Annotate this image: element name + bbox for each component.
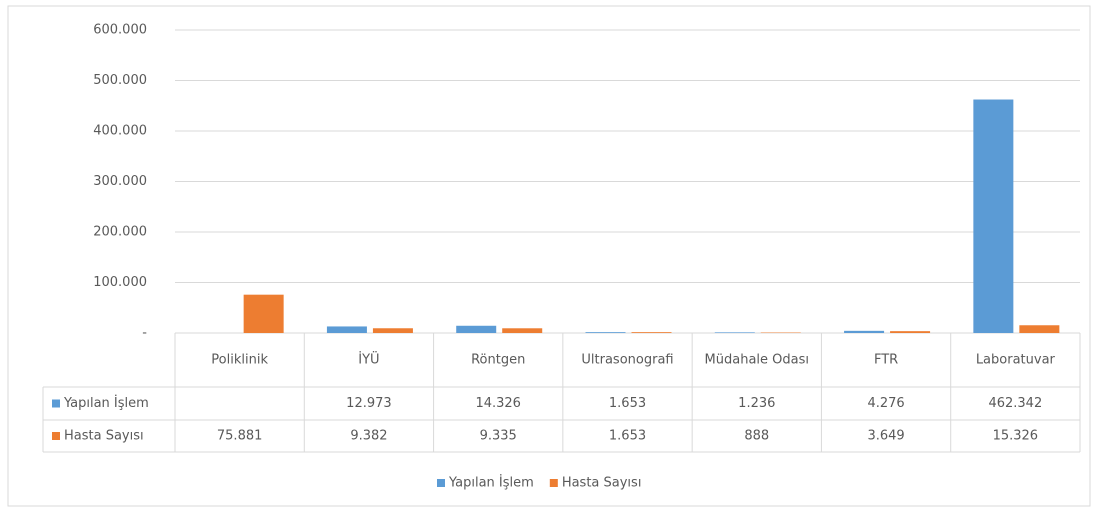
data-label: 3.649 — [867, 429, 904, 444]
data-label: 75.881 — [217, 429, 263, 444]
data-label: 462.342 — [988, 396, 1042, 411]
y-tick-label: 200.000 — [93, 225, 147, 240]
y-tick-label: 600.000 — [93, 23, 147, 38]
data-label: 888 — [744, 429, 769, 444]
bar — [632, 332, 672, 333]
legend-swatch — [52, 432, 60, 440]
data-label: 1.653 — [609, 429, 646, 444]
legend-swatch — [437, 479, 445, 487]
data-label: 12.973 — [346, 396, 392, 411]
bar — [1019, 325, 1059, 333]
bar — [502, 328, 542, 333]
legend-label: Yapılan İşlem — [448, 475, 534, 491]
data-label: 1.236 — [738, 396, 775, 411]
bar — [973, 100, 1013, 333]
y-tick-label: 300.000 — [93, 174, 147, 189]
x-tick-label: Röntgen — [471, 353, 525, 368]
data-label: 1.653 — [609, 396, 646, 411]
y-tick-label: - — [142, 326, 147, 341]
bar — [586, 332, 626, 333]
data-label: 14.326 — [475, 396, 521, 411]
data-label: 9.335 — [480, 429, 517, 444]
legend-swatch — [550, 479, 558, 487]
x-tick-label: Ultrasonografi — [581, 353, 673, 368]
y-tick-label: 100.000 — [93, 275, 147, 290]
x-tick-label: FTR — [874, 353, 898, 368]
data-label: 15.326 — [993, 429, 1039, 444]
data-label: 4.276 — [867, 396, 904, 411]
bar — [327, 326, 367, 333]
x-tick-label: Laboratuvar — [976, 353, 1056, 368]
row-label: Hasta Sayısı — [64, 429, 144, 444]
y-tick-label: 500.000 — [93, 73, 147, 88]
legend-label: Hasta Sayısı — [562, 476, 642, 491]
x-tick-label: İYÜ — [358, 351, 379, 368]
bar — [456, 326, 496, 333]
x-tick-label: Poliklinik — [211, 353, 268, 368]
legend-swatch — [52, 400, 60, 408]
bar — [715, 332, 755, 333]
bar — [890, 331, 930, 333]
x-tick-label: Müdahale Odası — [705, 353, 809, 368]
bar — [244, 295, 284, 333]
y-tick-label: 400.000 — [93, 124, 147, 139]
row-label: Yapılan İşlem — [63, 395, 149, 411]
bar — [844, 331, 884, 333]
data-label: 9.382 — [350, 429, 387, 444]
bar — [373, 328, 413, 333]
